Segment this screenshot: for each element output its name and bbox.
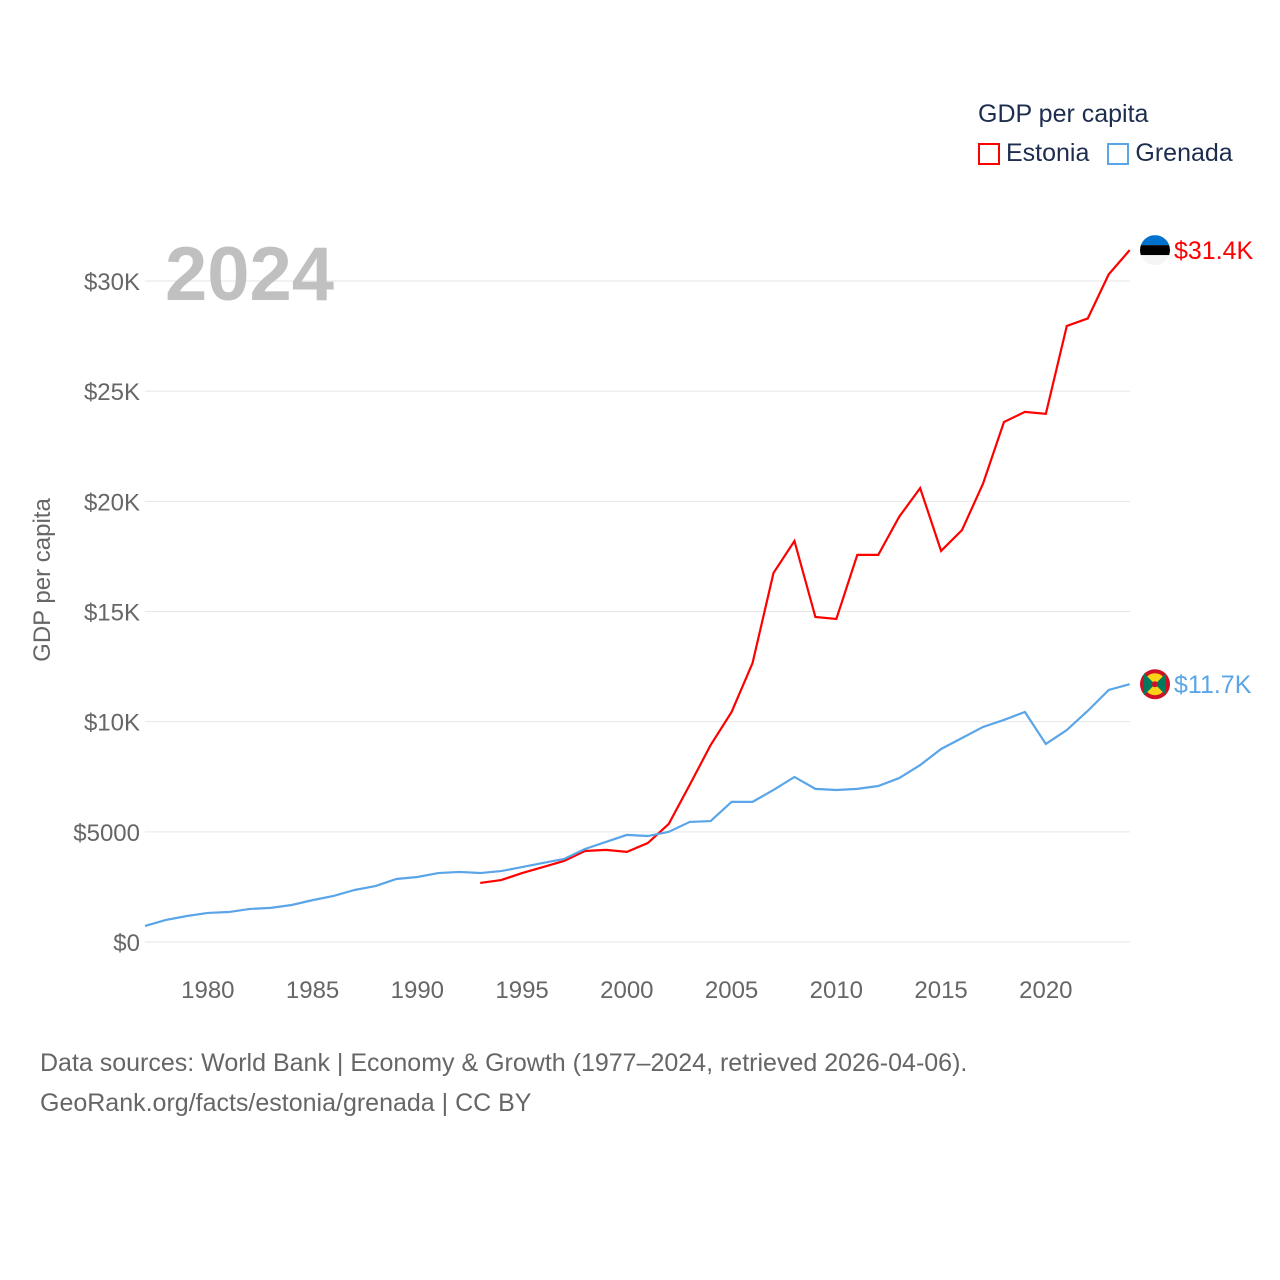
x-tick-label: 1990 — [391, 977, 444, 1004]
year-label: 2024 — [165, 232, 334, 317]
x-tick-label: 1985 — [286, 977, 339, 1004]
y-tick-label: $30K — [84, 269, 140, 296]
y-tick-label: $10K — [84, 710, 140, 737]
legend-label-grenada: Grenada — [1135, 139, 1233, 167]
legend-label-estonia: Estonia — [1006, 139, 1090, 167]
y-axis-label: GDP per capita — [29, 498, 56, 662]
legend: GDP per capita Estonia Grenada — [978, 100, 1233, 168]
y-tick-label: $20K — [84, 489, 140, 516]
x-tick-label: 2010 — [810, 977, 863, 1004]
x-tick-label: 2020 — [1019, 977, 1072, 1004]
series-line-grenada — [144, 683, 1130, 927]
legend-item-estonia[interactable]: Estonia — [978, 139, 1089, 168]
legend-item-grenada[interactable]: Grenada — [1107, 139, 1233, 168]
y-tick-label: $15K — [84, 600, 140, 627]
y-tick-label: $0 — [113, 930, 140, 957]
estonia-end-value: $31.4K — [1174, 237, 1254, 265]
grenada-swatch — [1107, 142, 1130, 165]
x-tick-label: 2005 — [705, 977, 758, 1004]
source-line: Data sources: World Bank | Economy & Gro… — [40, 1049, 968, 1077]
grenada-flag-icon — [1140, 669, 1170, 700]
estonia-swatch — [978, 142, 1000, 165]
x-tick-label: 1980 — [181, 977, 234, 1004]
x-tick-label: 2015 — [914, 977, 967, 1004]
source-note: Data sources: World Bank | Economy & Gro… — [40, 1043, 967, 1123]
x-tick-label: 1995 — [495, 977, 548, 1004]
y-tick-label: $5000 — [73, 820, 140, 847]
series-line-estonia — [480, 249, 1131, 885]
estonia-flag-icon — [1140, 235, 1170, 266]
x-tick-label: 2000 — [600, 977, 653, 1004]
legend-title: GDP per capita — [978, 100, 1149, 128]
grenada-end-value: $11.7K — [1174, 671, 1252, 699]
y-tick-label: $25K — [84, 379, 140, 406]
attribution-line[interactable]: GeoRank.org/facts/estonia/grenada | CC B… — [40, 1089, 532, 1117]
